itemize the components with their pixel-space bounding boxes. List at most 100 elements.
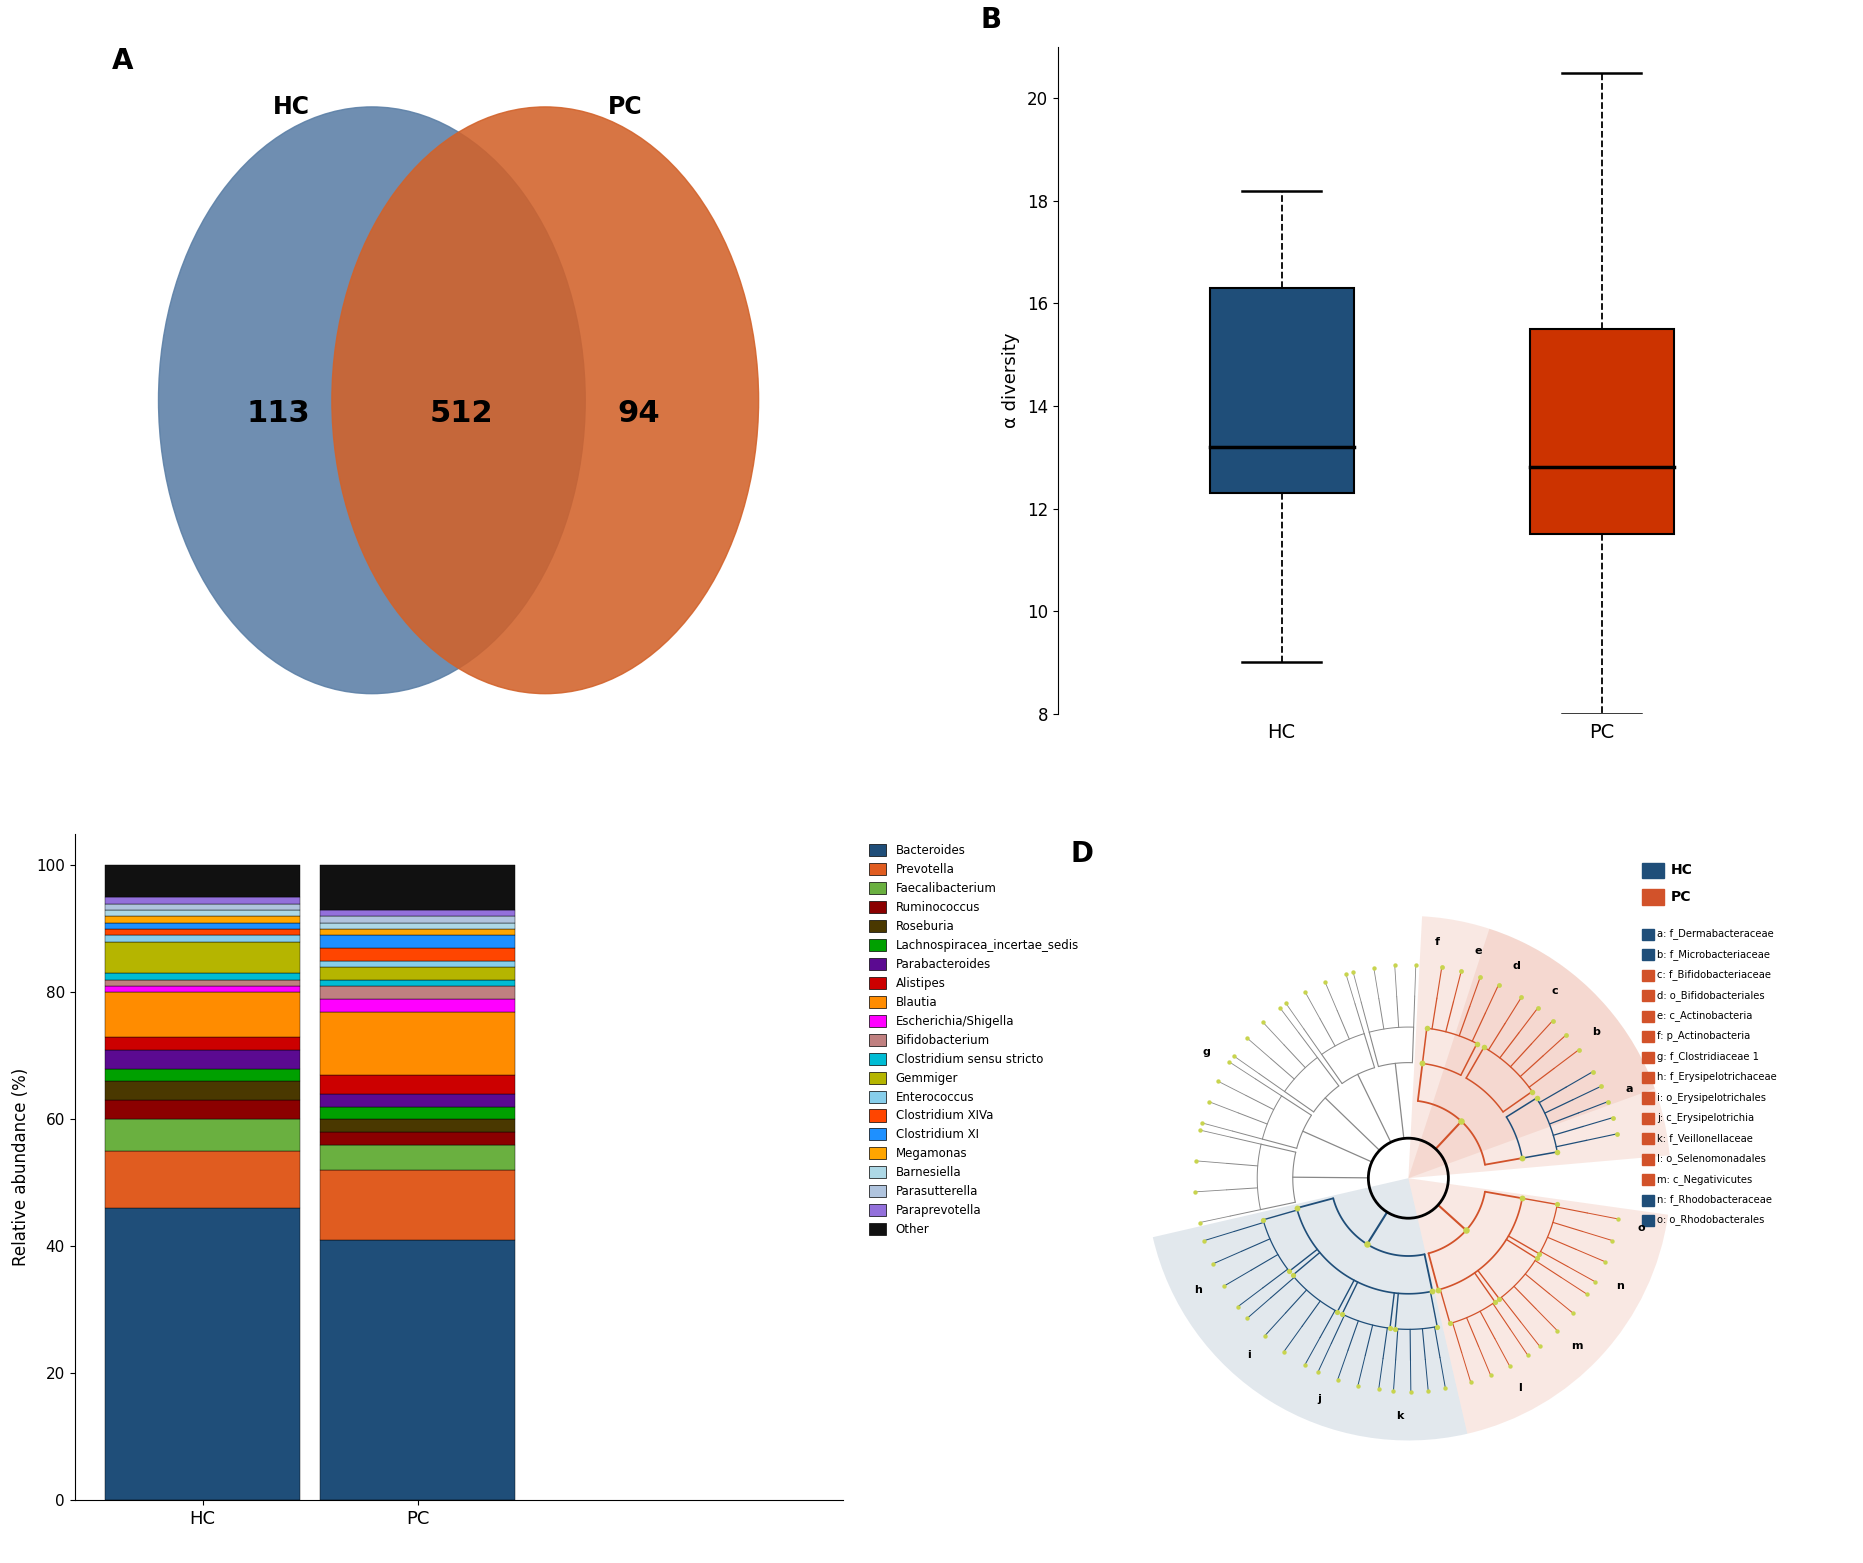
Text: d: o_Bifidobacteriales: d: o_Bifidobacteriales [1658, 989, 1764, 1000]
Point [1524, 1241, 1554, 1266]
Bar [1209, 288, 1354, 492]
Text: j: j [1317, 1394, 1321, 1404]
Point [1194, 1089, 1224, 1114]
Bar [104, 910, 300, 916]
Point [1198, 1252, 1228, 1277]
Point [1446, 960, 1475, 985]
Bar [320, 1011, 514, 1075]
Bar [320, 986, 514, 999]
Bar [1641, 928, 1654, 939]
Bar [1641, 1153, 1654, 1164]
Point [1446, 1108, 1475, 1133]
Text: HC: HC [274, 95, 311, 119]
Point [1427, 955, 1457, 980]
Text: g: g [1203, 1047, 1211, 1057]
Wedge shape [1408, 916, 1669, 1179]
Point [1289, 1352, 1319, 1377]
Point [1233, 1025, 1263, 1050]
Y-axis label: α diversity: α diversity [1002, 333, 1019, 428]
Point [1380, 1316, 1410, 1341]
Bar [320, 928, 514, 935]
Bar [104, 986, 300, 993]
Bar [1641, 1032, 1654, 1043]
Point [1585, 1074, 1615, 1099]
Bar [104, 1152, 300, 1208]
Text: 512: 512 [430, 399, 494, 428]
Text: a: f_Dermabacteraceae: a: f_Dermabacteraceae [1658, 928, 1774, 939]
Text: n: f_Rhodobacteraceae: n: f_Rhodobacteraceae [1658, 1194, 1772, 1205]
Point [1218, 1044, 1248, 1069]
Point [1543, 1193, 1572, 1218]
Point [1516, 1078, 1546, 1103]
Text: f: p_Actinobacteria: f: p_Actinobacteria [1658, 1030, 1751, 1041]
Bar [104, 1036, 300, 1050]
Point [1269, 1339, 1299, 1364]
Point [1380, 953, 1410, 978]
Text: i: o_Erysipelotrichales: i: o_Erysipelotrichales [1658, 1093, 1766, 1103]
Point [1483, 972, 1513, 997]
Text: A: A [112, 47, 134, 75]
Wedge shape [1153, 1179, 1468, 1441]
Bar [1641, 969, 1654, 982]
Bar [104, 866, 300, 897]
Bar [104, 1100, 300, 1119]
Point [1185, 1210, 1215, 1235]
Point [1215, 1049, 1244, 1074]
Bar [320, 1107, 514, 1119]
Point [1522, 1246, 1552, 1271]
Bar [1641, 863, 1664, 878]
Point [1358, 955, 1388, 980]
Point [1598, 1105, 1628, 1130]
Point [1593, 1089, 1623, 1114]
Text: k: k [1397, 1411, 1403, 1421]
Bar [104, 1208, 300, 1500]
Bar [320, 1094, 514, 1107]
Point [1379, 1379, 1408, 1404]
Point [1597, 1229, 1626, 1254]
Bar [1641, 1214, 1654, 1227]
Bar [320, 916, 514, 922]
Point [1485, 1286, 1515, 1311]
Text: c: f_Bifidobacteriaceae: c: f_Bifidobacteriaceae [1658, 969, 1772, 980]
Bar [104, 935, 300, 941]
Point [1470, 1035, 1500, 1060]
Bar [320, 1132, 514, 1144]
Text: HC: HC [1671, 863, 1692, 877]
Bar [104, 1082, 300, 1100]
Point [1522, 996, 1552, 1021]
Wedge shape [1408, 928, 1654, 1179]
Point [1466, 964, 1496, 989]
Y-axis label: Relative abundance (%): Relative abundance (%) [13, 1068, 30, 1266]
Point [1414, 1379, 1444, 1404]
Point [1479, 1289, 1509, 1314]
Text: g: f_Clostridiaceae 1: g: f_Clostridiaceae 1 [1658, 1050, 1759, 1061]
Point [1248, 1207, 1278, 1232]
Bar [1641, 949, 1654, 960]
Point [1507, 1186, 1537, 1211]
Text: j: c_Erysipelotrichia: j: c_Erysipelotrichia [1658, 1113, 1755, 1124]
Point [1282, 1196, 1312, 1221]
Bar [1641, 1113, 1654, 1124]
Bar [104, 1069, 300, 1082]
Point [1418, 1279, 1448, 1304]
Bar [320, 1239, 514, 1500]
Point [1462, 1032, 1492, 1057]
Point [1187, 1110, 1217, 1135]
Text: n: n [1617, 1282, 1625, 1291]
Bar [1530, 328, 1673, 535]
Point [1248, 1010, 1278, 1035]
Point [1421, 1314, 1451, 1339]
Bar [320, 1119, 514, 1132]
Point [1278, 1263, 1308, 1288]
Text: D: D [1071, 841, 1094, 869]
Text: B: B [980, 6, 1002, 33]
Bar [104, 928, 300, 935]
Point [1580, 1269, 1610, 1294]
Bar [320, 980, 514, 986]
Bar [104, 1050, 300, 1069]
Bar [1641, 1072, 1654, 1083]
Point [1572, 1282, 1602, 1307]
Legend: Bacteroides, Prevotella, Faecalibacterium, Ruminococcus, Roseburia, Lachnospirac: Bacteroides, Prevotella, Faecalibacteriu… [864, 839, 1084, 1241]
Point [1222, 1294, 1252, 1319]
Point [1589, 1249, 1619, 1274]
